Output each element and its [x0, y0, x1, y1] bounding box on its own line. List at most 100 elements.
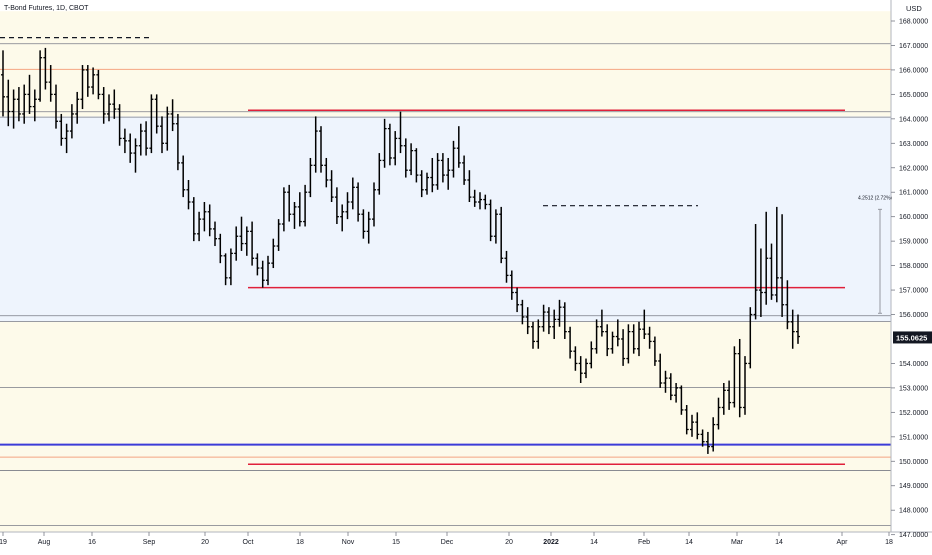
ohlc-bar [499, 206, 504, 264]
ohlc-bar [557, 299, 562, 327]
time-axis[interactable]: 19 Aug 16 Sep 20 Oct 18 Nov 15 Dec 20 2022 14 Feb 14 Ma… [0, 532, 893, 546]
price-tick-label: 165.0000 [899, 92, 928, 99]
ohlc-bar [181, 155, 186, 198]
ohlc-bar [27, 74, 32, 114]
levels-layer [0, 37, 891, 527]
ohlc-bar [796, 314, 800, 344]
price-tick-label: 158.0000 [899, 263, 928, 270]
time-tick-label: 14 [590, 539, 598, 546]
zones-layer [0, 11, 891, 532]
ohlc-bar [790, 309, 795, 349]
ohlc-bar [690, 414, 694, 437]
ohlc-bar [668, 373, 673, 401]
ohlc-bar [425, 172, 429, 195]
ohlc-bar [213, 221, 217, 247]
ohlc-bar [536, 319, 541, 349]
ohlc-bar [504, 250, 509, 283]
price-tick-label: 153.0000 [899, 385, 928, 392]
ohlc-bar [207, 204, 212, 237]
ohlc-bar [764, 211, 769, 305]
ohlc-bar [117, 104, 122, 146]
price-tick-label: 156.0000 [899, 312, 928, 319]
ohlc-bar [11, 89, 16, 129]
ohlc-bar [520, 299, 525, 325]
ohlc-bar [191, 197, 196, 242]
time-tick-label: 18 [885, 539, 893, 546]
ohlc-bar [605, 324, 610, 357]
ohlc-bar [175, 113, 180, 171]
measure-label: 4.2512 (2.72%) [858, 195, 893, 201]
time-tick-label: Nov [342, 539, 355, 546]
price-tick-label: 166.0000 [899, 67, 928, 74]
ohlc-bar [398, 111, 403, 154]
ohlc-bar [160, 116, 164, 154]
ohlc-bar [138, 123, 143, 156]
ohlc-bar [610, 331, 615, 354]
ohlc-bar [149, 94, 154, 154]
ohlc-bar [234, 226, 239, 261]
price-tick-label: 150.0000 [899, 459, 928, 466]
ohlc-bar [546, 307, 551, 335]
ohlc-bar [642, 309, 647, 339]
last-price-marker[interactable] [893, 331, 932, 344]
ohlc-bar [382, 118, 387, 168]
price-tick-label: 168.0000 [899, 19, 928, 26]
ohlc-bar [377, 153, 382, 195]
ohlc-bar [409, 143, 414, 176]
ohlc-bar [785, 280, 790, 330]
ohlc-bar [80, 65, 85, 110]
ohlc-bar [525, 307, 530, 335]
ohlc-bar [552, 309, 557, 339]
price-tick-label: 159.0000 [899, 239, 928, 246]
ohlc-bar [679, 385, 684, 415]
ohlc-bar [22, 84, 27, 124]
ohlc-bar [228, 248, 233, 286]
ohlc-bar [541, 304, 546, 332]
ohlc-bar [122, 128, 127, 154]
price-tick-label: 149.0000 [899, 483, 928, 490]
price-tick-label: 147.0000 [899, 532, 928, 539]
measure-tool[interactable]: 4.2512 (2.72%) [858, 195, 893, 314]
ohlc-bar [260, 260, 265, 288]
time-tick-label: 15 [392, 539, 400, 546]
ohlc-bar [430, 157, 435, 193]
ohlc-bar [303, 184, 308, 227]
ohlc-bar [64, 123, 69, 154]
ohlc-bar [244, 226, 249, 256]
ohlc-bar [48, 65, 53, 102]
ohlc-bar [340, 204, 345, 232]
price-tick-label: 157.0000 [899, 288, 928, 295]
chart-title: T-Bond Futures, 1D, CBOT [4, 5, 89, 12]
ohlc-bar [769, 243, 774, 300]
ohlc-bar [329, 170, 334, 203]
ohlc-bar [562, 302, 567, 339]
ohlc-bar [255, 253, 260, 276]
ohlc-bar [85, 65, 90, 97]
ohlc-bar [743, 356, 747, 415]
price-tick-label: 161.0000 [899, 190, 928, 197]
ohlc-bar [133, 138, 138, 173]
price-tick-label: 154.0000 [899, 361, 928, 368]
ohlc-bar [292, 202, 297, 229]
ohlc-bar [6, 79, 11, 127]
ohlc-bar [324, 157, 329, 188]
ohlc-bar [202, 202, 207, 232]
ohlc-bar [637, 321, 641, 357]
lower-zone [0, 321, 891, 532]
ohlc-bar [69, 104, 74, 139]
price-axis[interactable]: 147.0000 148.0000 149.0000 150.0000 151.0000… [891, 19, 932, 540]
upper-zone [0, 11, 891, 117]
currency-label[interactable]: USD [906, 4, 922, 13]
time-tick-label: Aug [38, 539, 51, 546]
ohlc-bar [621, 329, 626, 366]
ohlc-bar [107, 94, 111, 122]
ohlc-bar [732, 346, 737, 408]
price-tick-label: 162.0000 [899, 165, 928, 172]
ohlc-bar [387, 123, 392, 166]
time-tick-label: 14 [775, 539, 783, 546]
ohlc-bar [356, 182, 361, 222]
ohlc-bar [1, 50, 5, 117]
ohlc-bar [658, 353, 663, 388]
